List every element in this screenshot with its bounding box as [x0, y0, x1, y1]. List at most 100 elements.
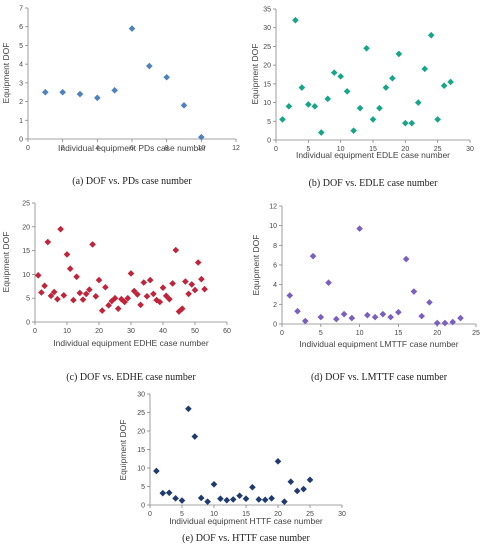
y-tick-label: 35 — [263, 7, 271, 14]
data-point — [159, 284, 167, 292]
data-point — [47, 292, 55, 300]
x-tick-label: 6 — [130, 145, 134, 152]
data-point — [395, 50, 403, 58]
data-point — [337, 73, 344, 80]
data-point — [236, 492, 243, 500]
x-tick-label: 10 — [197, 145, 205, 152]
data-point — [134, 291, 141, 298]
data-point — [306, 476, 314, 484]
data-point — [111, 294, 119, 302]
data-point — [376, 104, 383, 112]
y-tick-label: 0 — [141, 503, 145, 510]
y-tick-label: 25 — [22, 201, 30, 208]
x-axis-label: Individual equipment EDLE case number — [296, 150, 450, 160]
data-point — [421, 65, 429, 73]
y-axis-label: Equipment DOF — [1, 232, 11, 293]
y-tick-label: 3 — [19, 80, 23, 87]
x-tick-label: 5 — [319, 330, 323, 337]
x-tick-label: 30 — [127, 328, 135, 335]
data-point — [410, 288, 418, 295]
data-point — [229, 496, 237, 503]
data-point — [34, 272, 42, 279]
y-tick-label: 1 — [19, 118, 23, 125]
data-point — [95, 276, 103, 284]
y-tick-label: 10 — [137, 466, 145, 473]
data-point — [146, 62, 153, 70]
data-point — [98, 307, 106, 314]
data-point — [150, 290, 157, 298]
y-tick-label: 20 — [263, 63, 271, 70]
x-tick-label: 40 — [159, 328, 167, 335]
data-point — [137, 301, 144, 309]
data-point — [441, 319, 449, 327]
data-point — [287, 478, 295, 485]
y-tick-label: 0 — [267, 138, 271, 145]
data-point — [143, 292, 151, 300]
chart-caption: (c) DOF vs. EDHE case number — [66, 372, 196, 383]
x-tick-label: 20 — [274, 511, 282, 518]
data-point — [172, 495, 179, 502]
x-tick-label: 2 — [61, 145, 65, 152]
data-point — [298, 84, 306, 91]
x-tick-label: 60 — [223, 328, 231, 335]
data-point — [60, 292, 68, 299]
data-point — [185, 405, 192, 413]
y-tick-label: 4 — [273, 282, 277, 289]
x-tick-label: 5 — [306, 146, 310, 153]
y-tick-label: 30 — [137, 392, 145, 399]
data-point — [50, 288, 58, 296]
data-point — [426, 299, 433, 306]
data-point — [165, 489, 173, 497]
data-point — [414, 99, 422, 106]
data-point — [418, 312, 425, 320]
y-tick-label: 4 — [19, 62, 23, 69]
y-tick-label: 2 — [273, 302, 277, 309]
data-point — [188, 281, 196, 288]
data-point — [105, 302, 112, 309]
data-point — [66, 265, 74, 272]
data-point — [172, 246, 180, 254]
data-point — [44, 238, 52, 246]
x-tick-label: 30 — [466, 146, 474, 153]
x-tick-label: 4 — [95, 145, 99, 152]
data-point — [169, 280, 176, 287]
data-point — [54, 295, 61, 303]
x-axis-label: Individual equipment HTTF case number — [169, 516, 323, 526]
data-point — [274, 458, 282, 465]
data-point — [197, 494, 205, 502]
y-tick-label: 30 — [263, 25, 271, 32]
data-point — [114, 305, 122, 312]
data-point — [111, 87, 118, 94]
data-point — [449, 318, 457, 326]
data-point — [191, 286, 199, 294]
x-tick-label: 10 — [337, 146, 345, 153]
x-tick-label: 10 — [356, 330, 364, 337]
x-tick-label: 10 — [210, 511, 218, 518]
data-point — [156, 298, 164, 306]
data-point — [166, 295, 173, 303]
y-tick-label: 12 — [269, 204, 277, 211]
chart-caption: (d) DOF vs. LMTTF case number — [311, 372, 448, 383]
data-point — [42, 88, 49, 96]
x-axis-label: Individual equipment EDHE case number — [53, 338, 209, 348]
x-tick-label: 0 — [26, 145, 30, 152]
y-tick-label: 6 — [19, 24, 23, 31]
x-axis-label: Individual equipment LMTTF case number — [299, 339, 458, 349]
data-point — [447, 78, 454, 86]
data-point — [79, 296, 87, 303]
data-point — [121, 298, 128, 306]
data-point — [317, 313, 325, 321]
data-point — [356, 104, 364, 112]
y-axis-label: Equipment DOF — [251, 235, 261, 296]
y-tick-label: 0 — [19, 137, 23, 144]
data-point — [130, 287, 138, 295]
x-tick-label: 8 — [165, 145, 169, 152]
data-point — [223, 496, 231, 504]
data-point — [178, 497, 186, 504]
data-point — [82, 290, 90, 298]
y-tick-label: 20 — [22, 224, 30, 231]
data-point — [440, 82, 448, 90]
chart-caption: (e) DOF vs. HTTF case number — [182, 533, 310, 544]
data-point — [279, 116, 286, 123]
y-tick-label: 15 — [137, 447, 145, 454]
